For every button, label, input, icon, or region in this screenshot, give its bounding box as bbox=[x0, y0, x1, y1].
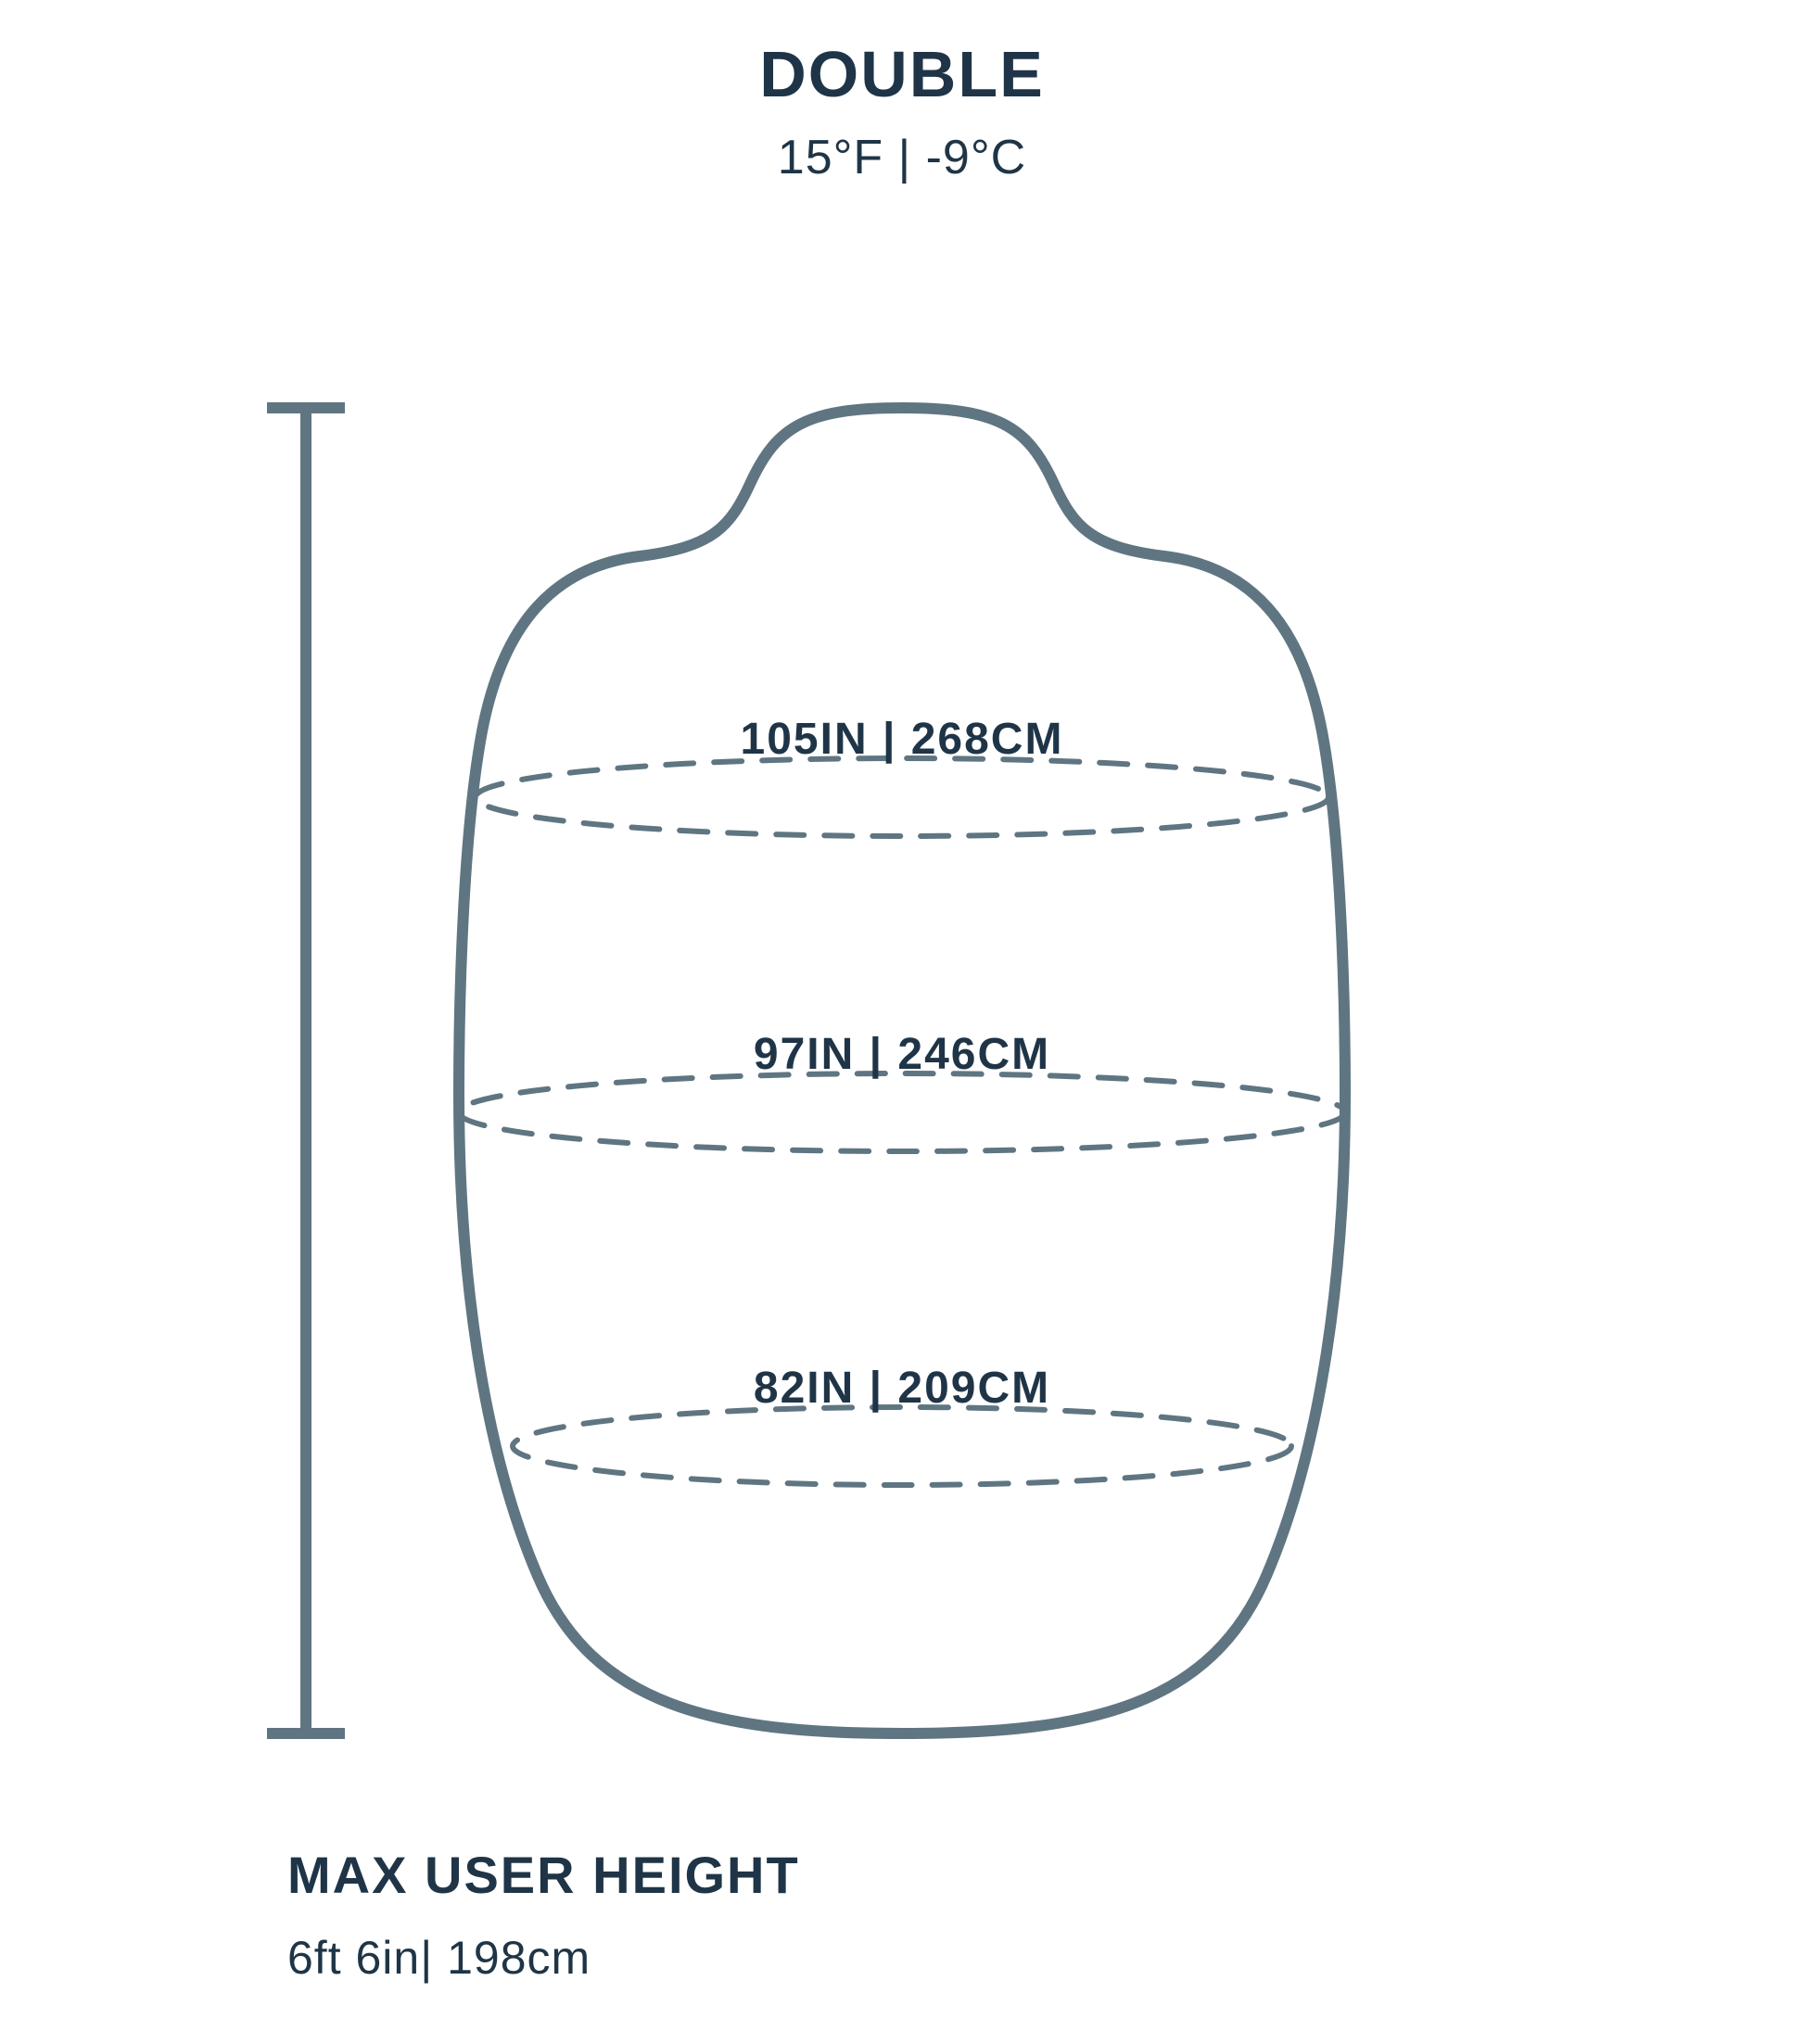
sizing-diagram-page: DOUBLE 15°F | -9°C 105IN | 268CM 97IN | … bbox=[0, 0, 1804, 2044]
max-user-height-title: MAX USER HEIGHT bbox=[287, 1845, 800, 1905]
girth-ellipse-hip bbox=[459, 1073, 1345, 1151]
girth-label-hip: 97IN | 246CM bbox=[0, 1029, 1804, 1080]
product-size-title: DOUBLE bbox=[0, 37, 1804, 111]
girth-label-shoulder: 105IN | 268CM bbox=[0, 714, 1804, 765]
header: DOUBLE 15°F | -9°C bbox=[0, 37, 1804, 185]
diagram-area: 105IN | 268CM 97IN | 246CM 82IN | 209CM bbox=[0, 389, 1804, 1752]
footer: MAX USER HEIGHT 6ft 6in| 198cm bbox=[287, 1845, 800, 1985]
girth-ellipse-shoulder bbox=[476, 758, 1328, 836]
girth-label-foot: 82IN | 209CM bbox=[0, 1363, 1804, 1414]
temperature-rating: 15°F | -9°C bbox=[0, 130, 1804, 185]
girth-ellipse-foot bbox=[513, 1407, 1291, 1485]
max-user-height-value: 6ft 6in| 198cm bbox=[287, 1931, 800, 1985]
